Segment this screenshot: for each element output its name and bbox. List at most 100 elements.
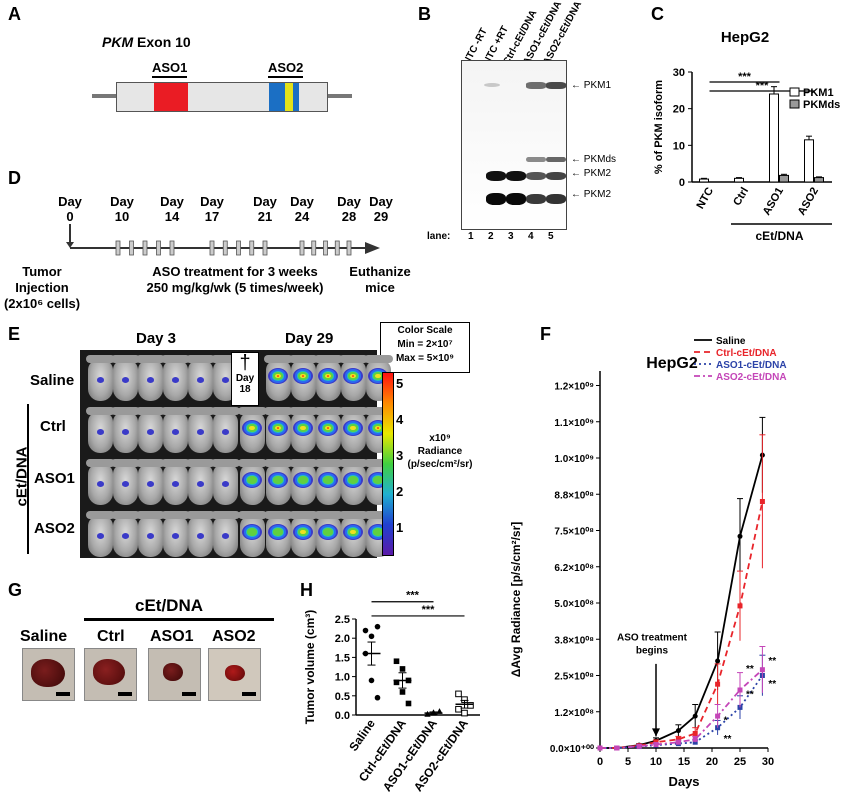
chart-h-ylabel: Tumor volume (cm³) bbox=[303, 610, 317, 724]
chart-h-ytick-label: 2.0 bbox=[335, 633, 350, 645]
chart-h-point bbox=[455, 690, 462, 698]
chart-f-xtick-label: 30 bbox=[762, 756, 774, 768]
chart-f-ytick-label: 3.8×10⁰⁸ bbox=[554, 635, 594, 646]
chart-f-point bbox=[692, 736, 698, 742]
timeline-day-num: 21 bbox=[258, 209, 272, 224]
chart-f-annotation: ASO treatment bbox=[617, 633, 688, 644]
mouse bbox=[111, 355, 140, 401]
chart-h-category: Saline bbox=[346, 716, 378, 753]
timeline-day: Day bbox=[369, 194, 394, 209]
chart-f-xtick-label: 25 bbox=[734, 756, 746, 768]
band-label-pkmds: ← PKMds bbox=[571, 154, 617, 165]
panel-label-c: C bbox=[651, 4, 664, 24]
chart-c-bar bbox=[734, 177, 744, 183]
lane-number: 4 bbox=[528, 231, 534, 242]
chart-f-point bbox=[692, 731, 698, 736]
chart-f-point bbox=[675, 728, 681, 734]
chart-f-ylabel: ΔAvg Radiance [p/s/cm²/sr] bbox=[509, 522, 523, 678]
timeline-day: Day bbox=[58, 194, 83, 209]
panel-label-e: E bbox=[8, 324, 21, 344]
injection-syringe bbox=[311, 240, 317, 256]
chart-h-point bbox=[368, 633, 375, 640]
timeline-day: Day bbox=[160, 194, 185, 209]
group-bracket bbox=[27, 404, 29, 554]
tumor-label-aso1: ASO1 bbox=[150, 628, 194, 645]
dagger-day: Day 18 bbox=[235, 373, 255, 395]
chart-h-point bbox=[374, 694, 381, 701]
chart-h-point bbox=[399, 666, 406, 672]
panel-label-d: D bbox=[8, 168, 21, 188]
chart-f-ytick-label: 2.5×10⁰⁸ bbox=[554, 672, 594, 683]
row-aso2: ASO2 bbox=[34, 520, 75, 537]
gel-panel: NTC -RT NTC +RT Ctrl-cEt/DNA ASO1-cEt/DNA AS… bbox=[425, 0, 635, 250]
row-aso1: ASO1 bbox=[34, 470, 75, 487]
chart-f: HepG2 0.0×10⁺⁰⁰ 1.2×10⁰⁸ 2.5×10⁰⁸ 3.8×10⁰⁸ 5.… bbox=[509, 336, 787, 789]
band-label-pkm2-b: ← PKM2 bbox=[571, 189, 612, 200]
panel-label-h: H bbox=[300, 580, 313, 600]
lane-label: lane: bbox=[427, 231, 451, 242]
chart-c-group-label: cEt/DNA bbox=[755, 229, 803, 243]
tumor-photo-saline bbox=[22, 648, 75, 701]
tumor-injection-label: Tumor bbox=[22, 264, 61, 279]
timeline-day: Day bbox=[253, 194, 278, 209]
chart-f-xtick-label: 10 bbox=[650, 756, 662, 768]
injection-syringe bbox=[323, 240, 328, 256]
chart-h-point bbox=[455, 705, 462, 713]
chart-f-point bbox=[675, 739, 681, 745]
chart-f-annotation-arrowhead bbox=[652, 728, 660, 737]
chart-c-title: HepG2 bbox=[721, 29, 769, 46]
chart-f-point bbox=[715, 681, 721, 687]
chart-c-bar bbox=[699, 178, 709, 183]
lane-number: 3 bbox=[508, 231, 514, 242]
chart-h-point bbox=[405, 700, 412, 707]
chart-f-xtick-label: 0 bbox=[597, 756, 603, 768]
chart-f-point bbox=[653, 742, 659, 748]
chart-f-xlabel: Days bbox=[668, 774, 699, 789]
chart-f-ytick-label: 1.0×10⁰⁹ bbox=[554, 454, 594, 465]
timeline-day: Day bbox=[337, 194, 362, 209]
injection-syringe bbox=[115, 240, 121, 256]
colorbar bbox=[382, 372, 394, 556]
chart-c-ytick-label: 20 bbox=[673, 104, 685, 116]
chart-c-bar bbox=[804, 139, 814, 183]
panel-label-f: F bbox=[540, 324, 551, 344]
chart-f-point bbox=[636, 743, 642, 749]
chart-f-sig: ** bbox=[746, 664, 754, 675]
dagger-icon: † bbox=[239, 352, 251, 374]
chart-f-point bbox=[692, 713, 698, 719]
chart-c-legend-swatch bbox=[789, 87, 800, 97]
chart-c-bar bbox=[769, 93, 779, 183]
colorbar-unit: x10⁹ Radiance (p/sec/cm²/sr) bbox=[407, 433, 473, 470]
chart-h: 0.0 0.5 1.0 1.5 2.0 2.5 Tumor volume (cm³) Sali… bbox=[303, 590, 480, 794]
tumor-injection-label: (2x10⁶ cells) bbox=[4, 296, 80, 311]
chart-f-sig: * bbox=[724, 715, 728, 726]
chart-f-ytick-label: 5.0×10⁰⁸ bbox=[554, 599, 594, 610]
day29-label: Day 29 bbox=[285, 330, 334, 347]
chart-f-ytick-label: 1.2×10⁰⁹ bbox=[554, 382, 594, 393]
chart-c-category: NTC bbox=[694, 185, 716, 211]
chart-f-sig: ** bbox=[768, 656, 776, 667]
euthanize-label: Euthanize bbox=[349, 264, 410, 279]
tumor-photo-ctrl bbox=[84, 648, 137, 701]
chart-f-ytick-label: 7.5×10⁰⁸ bbox=[554, 527, 594, 538]
lane-number: 1 bbox=[468, 231, 474, 242]
chart-f-point bbox=[597, 745, 603, 751]
tumor-injection-label: Injection bbox=[15, 280, 69, 295]
timeline-day: Day bbox=[110, 194, 135, 209]
chart-f-ytick-label: 0.0×10⁺⁰⁰ bbox=[550, 744, 594, 755]
chart-f-point bbox=[715, 658, 721, 664]
exon-diagram: PKM Exon 10 ASO1 ASO2 bbox=[92, 28, 362, 118]
chart-h-ytick-label: 2.5 bbox=[335, 614, 350, 626]
chart-h-point bbox=[461, 709, 468, 717]
chart-c-category: Ctrl bbox=[731, 186, 751, 208]
aso2-site-a bbox=[269, 83, 285, 111]
chart-c: HepG2 0 10 20 30 % of PKM isoform NTC Ctrl ASO1 A… bbox=[653, 29, 840, 243]
timeline-day-num: 0 bbox=[66, 209, 73, 224]
chart-f-point bbox=[737, 603, 743, 609]
aso2-site-c bbox=[293, 83, 299, 111]
color-scale-box: Color Scale Min = 2×10⁷ Max = 5×10⁹ bbox=[380, 322, 470, 373]
aso-treatment-label: ASO treatment for 3 weeks bbox=[152, 264, 317, 279]
chart-f-point bbox=[715, 713, 721, 719]
tumor-label-saline: Saline bbox=[20, 628, 68, 645]
